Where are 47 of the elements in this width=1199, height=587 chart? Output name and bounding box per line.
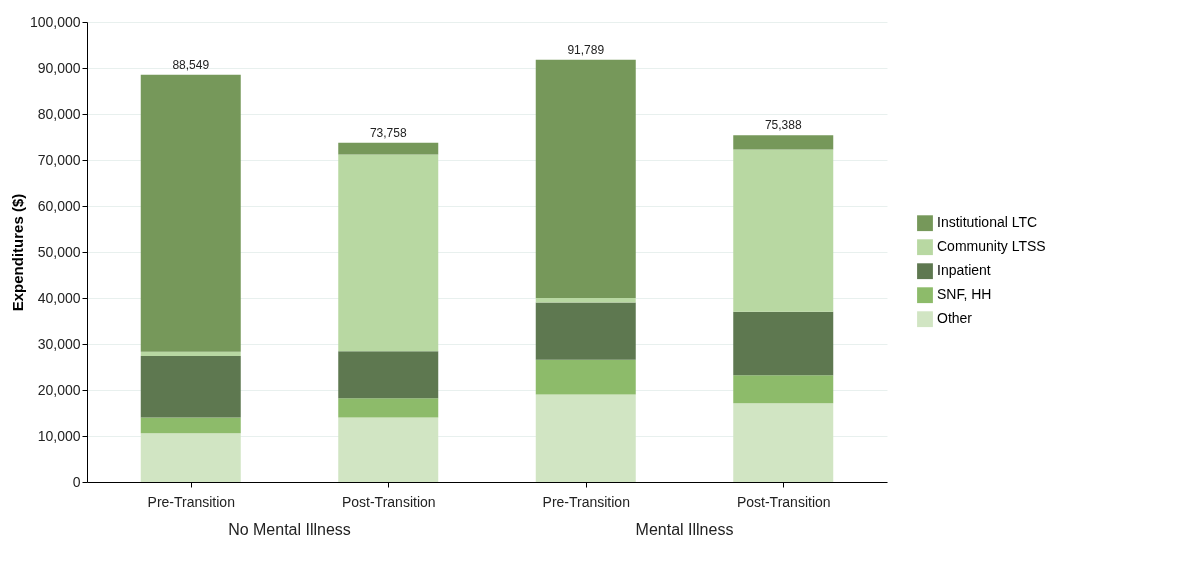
- y-tick-label: 50,000: [37, 243, 81, 260]
- y-tick-label: 10,000: [37, 427, 81, 444]
- y-axis-title: Expenditures ($): [8, 193, 26, 312]
- bar: [535, 298, 636, 303]
- bar: [338, 398, 439, 418]
- y-tick-label: 90,000: [37, 59, 81, 76]
- bar: [733, 311, 834, 376]
- total-label: 75,388: [764, 118, 802, 133]
- bar: [535, 359, 636, 395]
- bar: [140, 74, 241, 352]
- bar: [140, 417, 241, 434]
- bar: [140, 355, 241, 418]
- text: Mental Illness: [635, 521, 734, 538]
- legend-label: SNF, HH: [937, 286, 992, 303]
- bar: [535, 394, 636, 482]
- y-tick-label: 100,000: [29, 13, 81, 30]
- y-tick-label: 70,000: [37, 151, 81, 168]
- bar: [733, 149, 834, 312]
- x-tick-label: Pre-Transition: [542, 493, 630, 510]
- bar: [338, 417, 439, 482]
- legend-label: Other: [937, 310, 973, 327]
- bar: [535, 59, 636, 298]
- x-tick-label: Pre-Transition: [147, 493, 235, 510]
- text: No Mental Illness: [228, 521, 351, 538]
- bar: [338, 351, 439, 399]
- y-tick-label: 80,000: [37, 105, 81, 122]
- total-label: 91,789: [567, 42, 605, 57]
- legend-label: Institutional LTC: [937, 214, 1038, 231]
- bar: [338, 142, 439, 155]
- bar: [733, 403, 834, 482]
- bar: [140, 351, 241, 356]
- x-tick-label: Post-Transition: [341, 493, 436, 510]
- y-tick-label: 20,000: [37, 381, 81, 398]
- y-tick-label: 60,000: [37, 197, 81, 214]
- bar: [733, 375, 834, 404]
- legend-label: Community LTSS: [937, 238, 1046, 255]
- legend-label: Inpatient: [937, 262, 991, 279]
- bar: [733, 135, 834, 150]
- x-tick-label: Post-Transition: [736, 493, 831, 510]
- bar: [535, 302, 636, 360]
- y-tick-label: 0: [72, 473, 81, 490]
- bar: [140, 433, 241, 482]
- y-tick-label: 30,000: [37, 335, 81, 352]
- bar: [338, 154, 439, 352]
- y-tick-label: 40,000: [37, 289, 81, 306]
- total-label: 73,758: [369, 125, 407, 140]
- total-label: 88,549: [172, 57, 210, 72]
